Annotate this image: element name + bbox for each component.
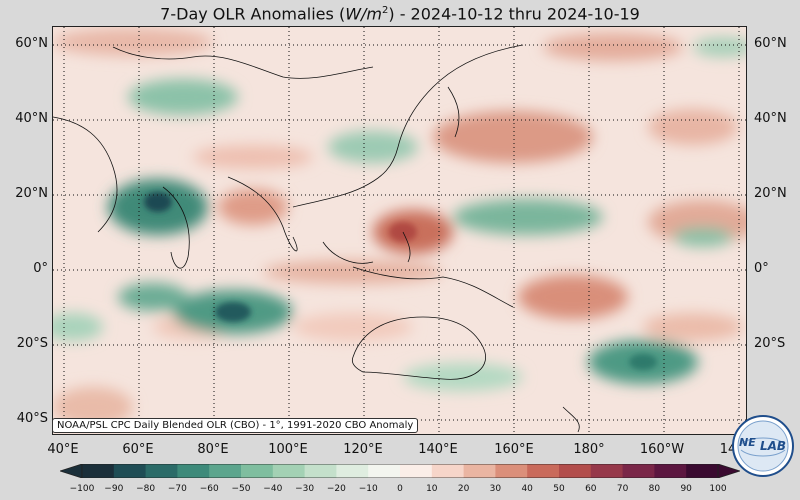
anomaly-cores xyxy=(144,192,657,370)
colorbar-segment xyxy=(145,464,178,478)
lon-label: 40°E xyxy=(47,442,79,457)
colorbar-segment xyxy=(336,464,369,478)
lon-label: 160°W xyxy=(639,442,685,457)
colorbar-tick-label: −60 xyxy=(199,484,219,494)
colorbar-tick-label: 50 xyxy=(553,484,565,494)
colorbar-segment xyxy=(463,464,496,478)
colorbar-tick-label: −30 xyxy=(295,484,315,494)
colorbar-tick-label: 80 xyxy=(648,484,661,494)
data-source-note: NOAA/PSL CPC Daily Blended OLR (CBO) - 1… xyxy=(52,418,419,433)
lat-label-left: 40°N xyxy=(15,111,48,126)
colorbar-segment xyxy=(527,464,560,478)
olr-anomaly-map xyxy=(52,26,747,435)
colorbar-tick-label: −70 xyxy=(167,484,187,494)
lat-label-left: 0° xyxy=(33,261,48,276)
lon-label: 160°E xyxy=(494,442,534,457)
lat-label-right: 60°N xyxy=(754,36,787,51)
colorbar-segment xyxy=(431,464,465,478)
lon-label: 60°E xyxy=(122,442,154,457)
colorbar-tick-label: 30 xyxy=(489,484,502,494)
colorbar-scale xyxy=(58,463,742,479)
lon-label: 80°E xyxy=(197,442,229,457)
colorbar-segment xyxy=(686,464,719,478)
colorbar xyxy=(58,463,742,479)
colorbar-segment xyxy=(368,464,401,478)
colorbar-segment xyxy=(82,464,115,478)
colorbar-segment xyxy=(177,464,210,478)
colorbar-tick-label: 70 xyxy=(616,484,629,494)
title-units-exponent: 2 xyxy=(381,5,389,16)
logo-text-b: LAB xyxy=(760,439,786,453)
colorbar-segment xyxy=(304,464,337,478)
colorbar-tick-label: −10 xyxy=(358,484,378,494)
lon-label: 100°E xyxy=(268,442,308,457)
colorbar-tick-label: 10 xyxy=(426,484,438,494)
colorbar-tick-label: −50 xyxy=(231,484,251,494)
colorbar-segment xyxy=(209,464,242,478)
anomaly-field xyxy=(53,27,746,434)
colorbar-segment xyxy=(559,464,592,478)
lon-label: 140°E xyxy=(418,442,458,457)
colorbar-tick-label: 40 xyxy=(521,484,533,494)
colorbar-tick-label: 20 xyxy=(457,484,470,494)
colorbar-tick-label: 0 xyxy=(397,484,403,494)
nelab-logo: NE LAB xyxy=(731,414,795,478)
colorbar-extend-low xyxy=(58,463,83,479)
title-prefix: 7-Day OLR Anomalies ( xyxy=(160,4,346,24)
title-units: W/m xyxy=(345,4,382,24)
colorbar-tick-label: −100 xyxy=(69,484,95,494)
lat-label-right: 20°N xyxy=(754,186,787,201)
colorbar-tick-label: −90 xyxy=(104,484,124,494)
colorbar-segment xyxy=(241,464,274,478)
colorbar-segment xyxy=(654,464,687,478)
lat-label-left: 20°N xyxy=(15,186,48,201)
colorbar-tick-label: 100 xyxy=(709,484,727,494)
lat-label-left: 20°S xyxy=(16,336,48,351)
colorbar-segment xyxy=(495,464,528,478)
colorbar-tick-label: 60 xyxy=(585,484,597,494)
lat-label-right: 20°S xyxy=(754,336,786,351)
colorbar-tick-label: 90 xyxy=(680,484,692,494)
lat-label-left: 40°S xyxy=(16,411,48,426)
colorbar-segment xyxy=(590,464,624,478)
colorbar-segment xyxy=(272,464,306,478)
lat-label-left: 60°N xyxy=(15,36,48,51)
logo-text-a: NE xyxy=(739,436,756,449)
lon-label: 120°E xyxy=(343,442,383,457)
graticule xyxy=(53,27,746,434)
colorbar-tick-label: −40 xyxy=(263,484,283,494)
colorbar-tick-label: −80 xyxy=(136,484,156,494)
lat-label-right: 0° xyxy=(754,261,769,276)
title-date-range: ) - 2024-10-12 thru 2024-10-19 xyxy=(388,4,640,24)
lat-label-right: 40°N xyxy=(754,111,787,126)
colorbar-segment xyxy=(622,464,655,478)
colorbar-segment xyxy=(400,464,433,478)
map-title: 7-Day OLR Anomalies (W/m2) - 2024-10-12 … xyxy=(0,0,800,26)
colorbar-segment xyxy=(113,464,147,478)
colorbar-tick-label: −20 xyxy=(326,484,346,494)
coastlines xyxy=(53,44,580,433)
lon-label: 180° xyxy=(573,442,605,457)
